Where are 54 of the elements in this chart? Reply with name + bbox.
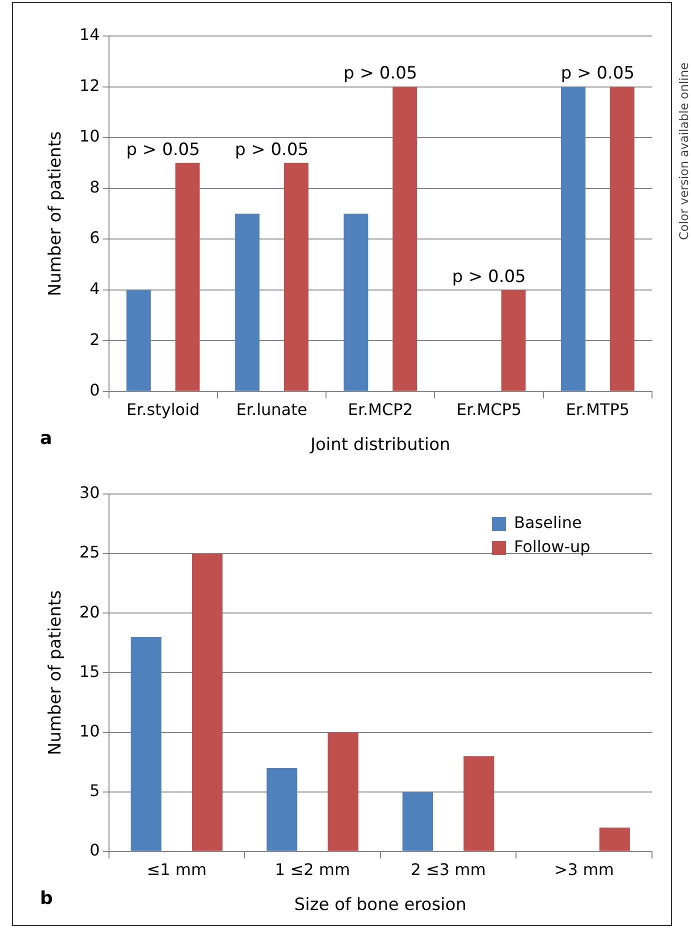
bar bbox=[284, 162, 308, 391]
text: Color version available online bbox=[677, 62, 691, 240]
bar bbox=[126, 290, 151, 391]
y-tick-label: 12 bbox=[79, 76, 100, 95]
x-tick-label: ≤1 mm bbox=[146, 860, 207, 880]
y-axis-title: Number of patients bbox=[46, 590, 66, 756]
x-tick-label: Er.MTP5 bbox=[566, 400, 630, 420]
bar bbox=[464, 756, 494, 851]
x-tick-label: Er.MCP2 bbox=[348, 400, 413, 420]
x-tick-label: 2 ≤3 mm bbox=[410, 860, 486, 880]
y-tick-label: 14 bbox=[79, 25, 100, 44]
text: b bbox=[40, 888, 53, 909]
x-axis-title: Size of bone erosion bbox=[294, 895, 466, 916]
y-tick-label: 20 bbox=[79, 602, 100, 622]
y-tick-label: 4 bbox=[90, 279, 100, 298]
x-tick-label: Er.styloid bbox=[126, 400, 200, 420]
x-tick-label: Er.MCP5 bbox=[456, 400, 522, 420]
legend-label: Baseline bbox=[514, 513, 582, 532]
x-axis-title: Joint distribution bbox=[309, 435, 450, 456]
annotation: p > 0.05 bbox=[452, 266, 526, 287]
y-tick-label: 25 bbox=[79, 542, 100, 562]
bar bbox=[402, 792, 434, 851]
x-tick-label: Er.lunate bbox=[236, 400, 308, 420]
bar bbox=[561, 86, 586, 391]
y-tick-label: 15 bbox=[79, 662, 100, 681]
y-tick-label: 10 bbox=[79, 126, 100, 146]
bar bbox=[501, 290, 526, 391]
y-tick-label: 8 bbox=[90, 177, 100, 196]
y-tick-label: 2 bbox=[90, 330, 100, 349]
bar bbox=[235, 214, 260, 391]
text: a bbox=[40, 428, 52, 449]
bar bbox=[344, 214, 368, 391]
y-tick-label: 30 bbox=[79, 483, 100, 502]
bar bbox=[130, 636, 162, 851]
y-axis-title: Number of patients bbox=[46, 131, 66, 296]
y-tick-label: 5 bbox=[90, 780, 100, 800]
legend-label: Follow-up bbox=[514, 537, 590, 556]
x-tick-label: 1 ≤2 mm bbox=[274, 860, 350, 880]
y-tick-label: 6 bbox=[90, 228, 100, 248]
annotation: p > 0.05 bbox=[344, 64, 418, 84]
bar bbox=[328, 732, 358, 851]
y-tick-label: 0 bbox=[90, 380, 100, 400]
y-tick-label: 0 bbox=[90, 840, 100, 860]
bar bbox=[392, 86, 418, 391]
bar bbox=[599, 828, 630, 851]
annotation: p > 0.05 bbox=[560, 64, 635, 84]
annotation: p > 0.05 bbox=[234, 140, 309, 160]
bar bbox=[192, 554, 222, 851]
bar bbox=[610, 86, 634, 391]
x-tick-label: >3 mm bbox=[554, 860, 614, 880]
bar bbox=[266, 768, 298, 851]
annotation: p > 0.05 bbox=[126, 140, 200, 160]
bar bbox=[175, 162, 200, 391]
y-tick-label: 10 bbox=[79, 721, 100, 740]
